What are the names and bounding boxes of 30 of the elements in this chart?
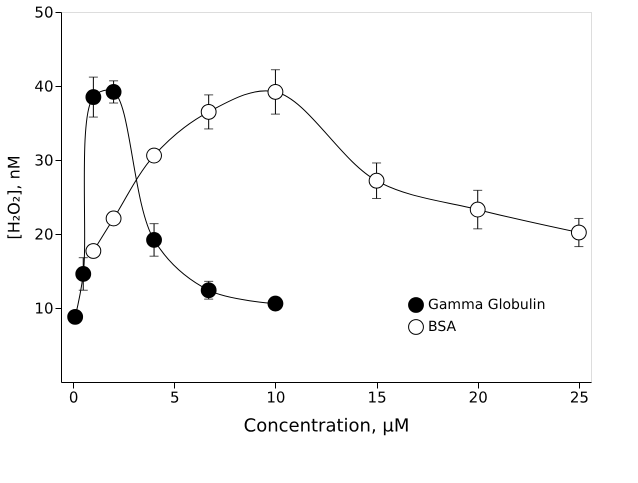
legend-label: BSA bbox=[428, 319, 457, 335]
y-tick-label: 30 bbox=[34, 152, 54, 170]
point bbox=[200, 104, 217, 120]
point bbox=[85, 89, 102, 105]
x-axis-title: Concentration, µM bbox=[244, 416, 410, 436]
point bbox=[570, 224, 587, 240]
point bbox=[146, 232, 162, 248]
x-tick-label: 5 bbox=[170, 388, 180, 406]
point bbox=[106, 84, 122, 100]
point bbox=[75, 266, 92, 282]
point bbox=[470, 202, 486, 218]
point bbox=[146, 148, 162, 164]
point bbox=[106, 210, 122, 226]
x-tick-label: 0 bbox=[68, 388, 78, 406]
point bbox=[67, 308, 84, 325]
x-tick-label: 15 bbox=[368, 388, 387, 406]
point bbox=[268, 296, 284, 312]
y-axis-title: [H₂O₂], nM bbox=[4, 155, 24, 240]
y-tick-label: 20 bbox=[34, 226, 54, 244]
point bbox=[200, 282, 217, 298]
legend-label: Gamma Globulin bbox=[428, 297, 546, 313]
x-tick-label: 10 bbox=[266, 388, 286, 406]
y-tick-label: 10 bbox=[34, 300, 54, 318]
y-tick-label: 50 bbox=[34, 4, 54, 22]
point bbox=[85, 243, 102, 259]
point bbox=[368, 172, 384, 189]
y-tick-label: 40 bbox=[34, 78, 54, 96]
point bbox=[268, 84, 284, 100]
x-tick-label: 25 bbox=[570, 388, 589, 406]
x-tick-label: 20 bbox=[468, 388, 488, 406]
